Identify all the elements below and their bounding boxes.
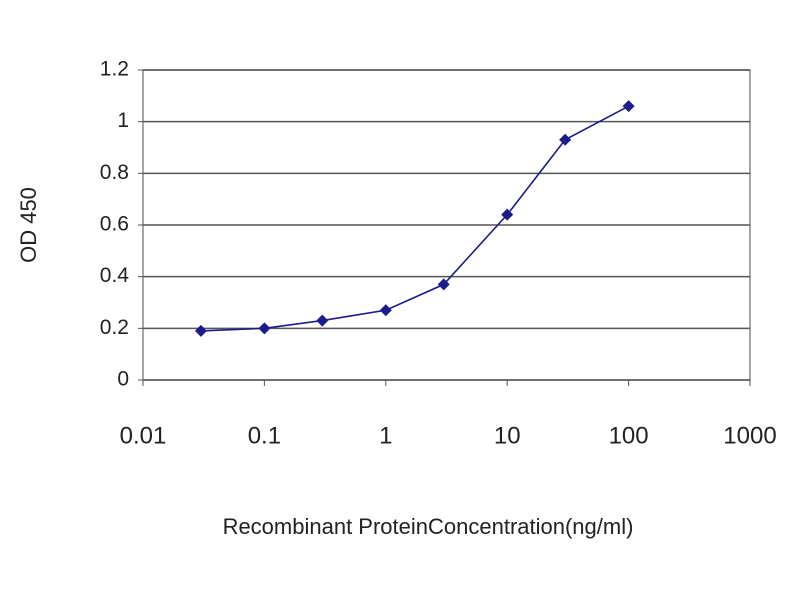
y-tick-label: 1.2 [100, 58, 129, 81]
data-line [200, 105, 629, 332]
x-axis-label: Recombinant ProteinConcentration(ng/ml) [223, 514, 634, 539]
y-tick-label: 0.6 [100, 213, 129, 236]
data-point [559, 133, 572, 146]
data-point [194, 324, 207, 337]
x-tick-label: 0.1 [248, 422, 281, 449]
data-point [622, 100, 635, 113]
data-point [501, 208, 514, 221]
x-tick-label: 100 [609, 422, 649, 449]
y-axis-label: OD 450 [16, 187, 41, 263]
x-tick-label: 0.01 [120, 422, 167, 449]
data-point [379, 304, 392, 317]
data-point [316, 314, 329, 327]
data-point [437, 278, 450, 291]
y-tick-label: 0.8 [100, 161, 129, 184]
y-tick-label: 1 [117, 109, 129, 132]
y-tick-label: 0 [117, 368, 129, 391]
y-tick-label: 0.4 [100, 264, 130, 287]
x-tick-label: 1000 [723, 422, 776, 449]
x-tick-label: 10 [494, 422, 521, 449]
data-point [258, 322, 271, 335]
y-tick-label: 0.2 [100, 316, 129, 339]
x-tick-label: 1 [379, 422, 392, 449]
